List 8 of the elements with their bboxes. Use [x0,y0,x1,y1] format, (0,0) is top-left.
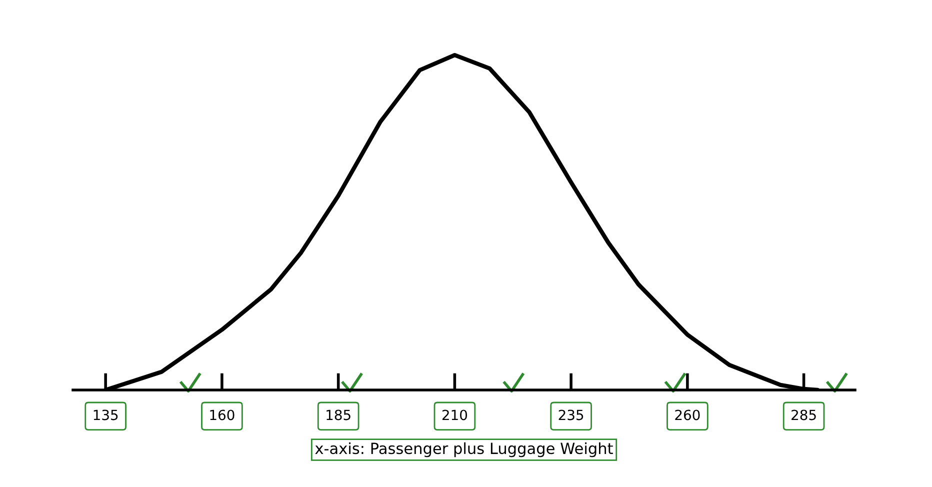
x-axis-title: x-axis: Passenger plus Luggage Weight [315,442,613,458]
x-tick-label: 135 [94,410,118,420]
x-tick-label: 260 [675,410,700,420]
x-tick-label: 160 [210,410,234,420]
x-tick-label: 235 [558,410,584,420]
x-tick-label: 210 [442,410,468,420]
x-tick-label: 285 [792,410,816,420]
x-tick-label: 185 [326,410,350,420]
